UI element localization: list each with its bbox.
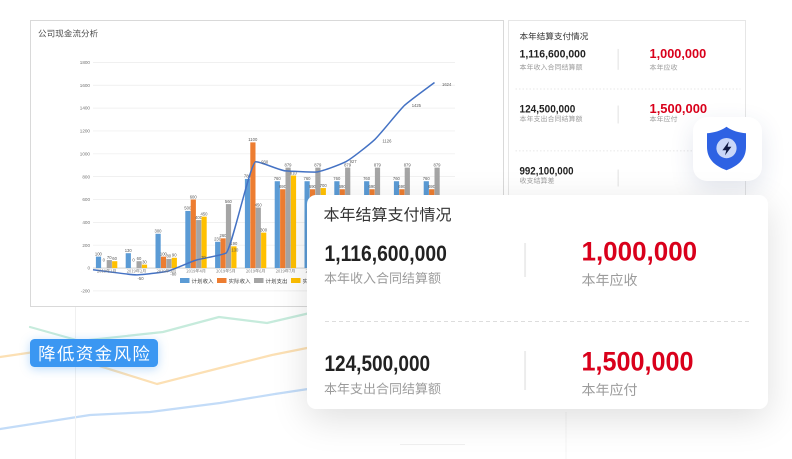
- svg-text:760: 760: [393, 176, 401, 181]
- svg-text:450: 450: [255, 202, 263, 207]
- svg-text:400: 400: [195, 214, 203, 219]
- svg-text:760: 760: [274, 176, 282, 181]
- svg-text:879: 879: [344, 162, 352, 167]
- svg-text:600: 600: [82, 197, 90, 202]
- svg-text:690: 690: [398, 184, 406, 189]
- svg-text:1,116,600,000: 1,116,600,000: [324, 241, 446, 266]
- svg-text:879: 879: [434, 162, 442, 167]
- svg-text:1600: 1600: [80, 82, 91, 87]
- svg-text:124,500,000: 124,500,000: [324, 351, 430, 376]
- svg-text:760: 760: [333, 176, 341, 181]
- svg-text:700: 700: [320, 182, 328, 187]
- svg-text:1800: 1800: [80, 60, 91, 65]
- svg-text:1200: 1200: [80, 128, 91, 133]
- svg-text:30: 30: [142, 259, 147, 264]
- svg-text:927: 927: [350, 159, 358, 164]
- svg-text:230: 230: [214, 236, 222, 241]
- svg-text:780: 780: [244, 173, 252, 178]
- svg-text:560: 560: [225, 198, 233, 203]
- svg-text:800: 800: [82, 174, 90, 179]
- svg-text:760: 760: [304, 176, 312, 181]
- svg-text:690: 690: [339, 184, 347, 189]
- svg-text:60: 60: [137, 255, 142, 260]
- svg-text:124,500,000: 124,500,000: [519, 103, 575, 115]
- svg-text:190: 190: [230, 241, 238, 246]
- svg-text:400: 400: [82, 219, 90, 224]
- svg-text:-80: -80: [170, 271, 177, 276]
- svg-text:690: 690: [309, 184, 317, 189]
- svg-text:879: 879: [404, 162, 412, 167]
- svg-text:60: 60: [112, 255, 117, 260]
- svg-text:100: 100: [160, 251, 168, 256]
- svg-text:1,500,000: 1,500,000: [581, 347, 693, 377]
- svg-text:300: 300: [260, 227, 268, 232]
- svg-text:690: 690: [279, 184, 287, 189]
- svg-text:70: 70: [107, 254, 112, 259]
- svg-text:879: 879: [374, 162, 382, 167]
- svg-text:0: 0: [87, 265, 90, 270]
- svg-text:0: 0: [103, 257, 106, 262]
- svg-text:70: 70: [201, 255, 206, 260]
- svg-text:600: 600: [190, 194, 198, 199]
- svg-text:760: 760: [363, 176, 371, 181]
- svg-text:879: 879: [314, 162, 322, 167]
- svg-text:100: 100: [95, 251, 103, 256]
- svg-text:130: 130: [231, 247, 239, 252]
- svg-text:1400: 1400: [80, 105, 91, 110]
- svg-text:760: 760: [423, 176, 431, 181]
- svg-text:1624: 1624: [442, 82, 452, 87]
- svg-text:810: 810: [290, 170, 298, 175]
- svg-text:879: 879: [285, 162, 293, 167]
- svg-text:1,000,000: 1,000,000: [649, 46, 706, 61]
- svg-text:1,116,600,000: 1,116,600,000: [519, 48, 585, 60]
- svg-text:130: 130: [125, 247, 133, 252]
- svg-text:-50: -50: [138, 275, 145, 280]
- svg-text:500: 500: [184, 205, 192, 210]
- svg-text:1000: 1000: [80, 151, 91, 156]
- svg-text:80: 80: [166, 253, 171, 258]
- svg-text:-200: -200: [81, 288, 91, 293]
- svg-text:992,100,000: 992,100,000: [519, 165, 573, 177]
- svg-text:690: 690: [369, 184, 377, 189]
- svg-text:90: 90: [172, 252, 177, 257]
- svg-text:450: 450: [201, 211, 209, 216]
- svg-text:1,500,000: 1,500,000: [649, 101, 707, 116]
- svg-text:1100: 1100: [248, 137, 258, 142]
- svg-text:200: 200: [82, 242, 90, 247]
- svg-text:1425: 1425: [412, 103, 422, 108]
- svg-text:300: 300: [155, 228, 163, 233]
- svg-text:260: 260: [220, 233, 228, 238]
- svg-text:690: 690: [428, 184, 436, 189]
- svg-text:1,000,000: 1,000,000: [581, 237, 697, 267]
- svg-text:1126: 1126: [382, 138, 392, 143]
- svg-text:930: 930: [261, 159, 269, 164]
- svg-text:0: 0: [132, 257, 135, 262]
